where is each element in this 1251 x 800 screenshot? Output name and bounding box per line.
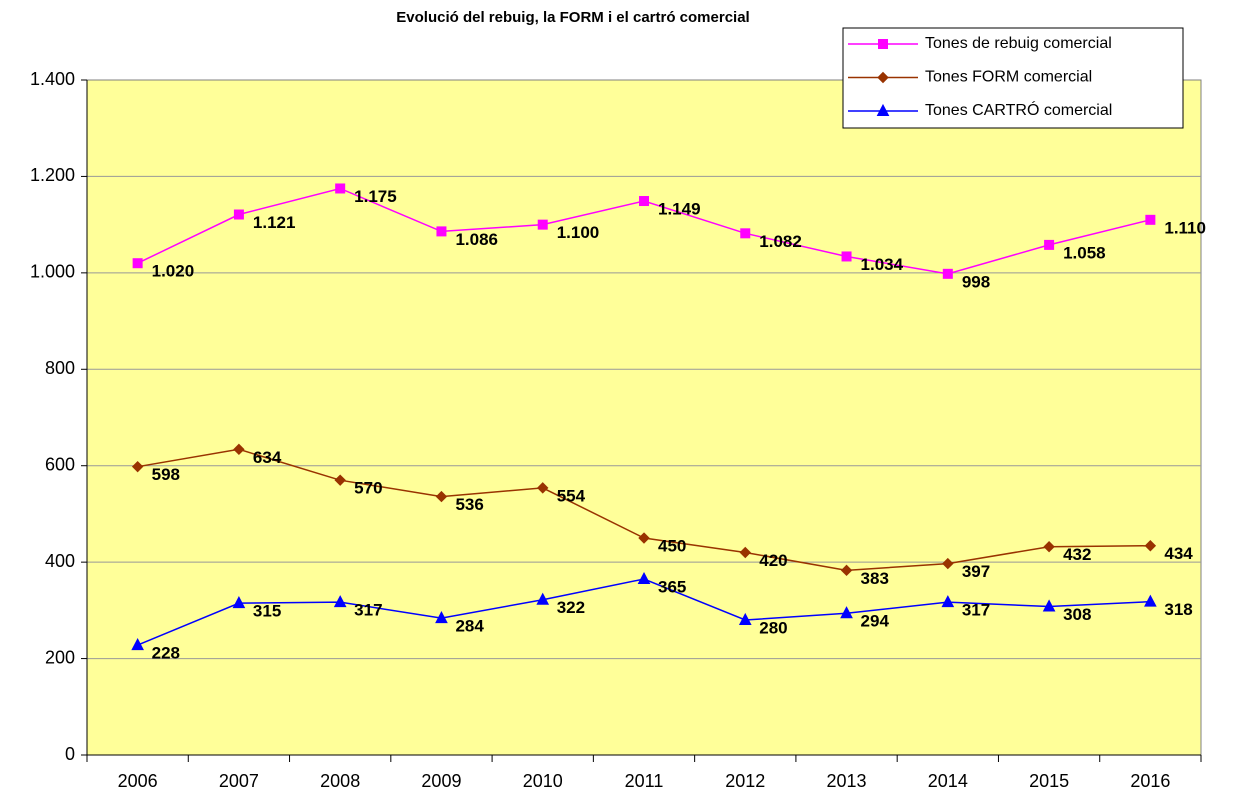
- data-label: 1.034: [861, 255, 904, 274]
- data-point: [738, 612, 752, 625]
- data-point: [435, 610, 448, 624]
- y-tick-label: 0: [65, 744, 75, 764]
- x-tick-label: 2016: [1130, 771, 1170, 791]
- data-label: 228: [152, 644, 180, 663]
- data-point: [942, 268, 953, 279]
- data-point: [739, 546, 751, 559]
- legend-label: Tones de rebuig comercial: [925, 35, 1112, 52]
- data-label: 397: [962, 562, 990, 581]
- legend-marker: [877, 71, 889, 84]
- data-point: [1144, 540, 1157, 552]
- x-tick-label: 2007: [219, 771, 259, 791]
- legend-marker: [878, 39, 888, 49]
- data-point: [637, 571, 651, 585]
- data-label: 1.100: [557, 223, 600, 242]
- data-label: 284: [455, 617, 484, 636]
- y-tick-label: 1.000: [30, 262, 75, 282]
- data-point: [436, 226, 447, 237]
- data-point: [1144, 594, 1157, 607]
- data-label: 318: [1164, 600, 1192, 619]
- x-tick-label: 2015: [1029, 771, 1069, 791]
- data-point: [131, 637, 144, 651]
- data-point: [232, 596, 246, 609]
- data-label: 1.149: [658, 200, 701, 219]
- x-tick-label: 2010: [523, 771, 563, 791]
- x-tick-label: 2009: [421, 771, 461, 791]
- data-label: 998: [962, 272, 990, 291]
- data-point: [941, 595, 955, 608]
- data-label: 383: [861, 569, 889, 588]
- data-point: [1145, 214, 1156, 225]
- data-label: 598: [152, 465, 180, 484]
- data-point: [537, 482, 549, 494]
- data-point: [335, 183, 346, 194]
- data-point: [233, 209, 244, 220]
- data-label: 294: [861, 612, 890, 631]
- data-label: 365: [658, 578, 686, 597]
- data-point: [1043, 541, 1055, 553]
- data-label: 1.058: [1063, 243, 1106, 262]
- x-tick-label: 2008: [320, 771, 360, 791]
- data-label: 420: [759, 551, 787, 570]
- data-point: [333, 595, 347, 608]
- legend-label: Tones FORM comercial: [925, 69, 1092, 86]
- data-point: [233, 443, 245, 456]
- data-point: [131, 460, 144, 473]
- data-point: [639, 196, 649, 207]
- y-tick-label: 1.400: [30, 69, 75, 89]
- data-label: 634: [253, 448, 282, 467]
- data-label: 432: [1063, 545, 1091, 564]
- data-label: 554: [557, 486, 586, 505]
- data-point: [840, 564, 853, 577]
- data-label: 317: [354, 601, 382, 620]
- data-label: 1.121: [253, 213, 296, 232]
- data-point: [841, 251, 852, 262]
- y-tick-label: 600: [45, 454, 75, 474]
- x-tick-label: 2012: [725, 771, 765, 791]
- data-label: 317: [962, 601, 990, 620]
- data-point: [536, 592, 550, 605]
- data-label: 1.086: [455, 230, 498, 249]
- data-point: [435, 490, 448, 503]
- data-label: 450: [658, 537, 686, 556]
- data-point: [1042, 599, 1056, 612]
- data-point: [1044, 239, 1055, 250]
- data-point: [942, 557, 954, 570]
- data-label: 536: [455, 495, 483, 514]
- y-tick-label: 400: [45, 551, 75, 571]
- data-label: 1.110: [1164, 218, 1206, 237]
- data-label: 308: [1063, 605, 1091, 624]
- data-point: [334, 474, 346, 486]
- data-point: [840, 606, 853, 619]
- data-label: 1.020: [152, 262, 195, 281]
- data-label: 570: [354, 479, 382, 498]
- y-tick-label: 200: [45, 647, 75, 667]
- chart-title: Evolució del rebuig, la FORM i el cartró…: [396, 9, 749, 26]
- data-point: [132, 258, 143, 269]
- x-tick-label: 2006: [118, 771, 158, 791]
- y-tick-label: 800: [45, 358, 75, 378]
- x-tick-label: 2011: [625, 771, 664, 791]
- x-tick-label: 2013: [827, 771, 867, 791]
- plot-area: [86, 79, 1202, 756]
- y-tick-label: 1.200: [30, 165, 75, 185]
- data-label: 1.082: [759, 232, 802, 251]
- data-label: 434: [1164, 544, 1193, 563]
- data-point: [740, 228, 751, 239]
- data-label: 280: [759, 618, 787, 637]
- data-label: 1.175: [354, 187, 397, 206]
- legend-label: Tones CARTRÓ comercial: [925, 100, 1112, 119]
- x-tick-label: 2014: [928, 771, 968, 791]
- legend-marker: [876, 103, 890, 116]
- data-point: [537, 219, 548, 230]
- data-label: 322: [557, 598, 585, 617]
- data-point: [638, 532, 650, 544]
- data-label: 315: [253, 602, 281, 621]
